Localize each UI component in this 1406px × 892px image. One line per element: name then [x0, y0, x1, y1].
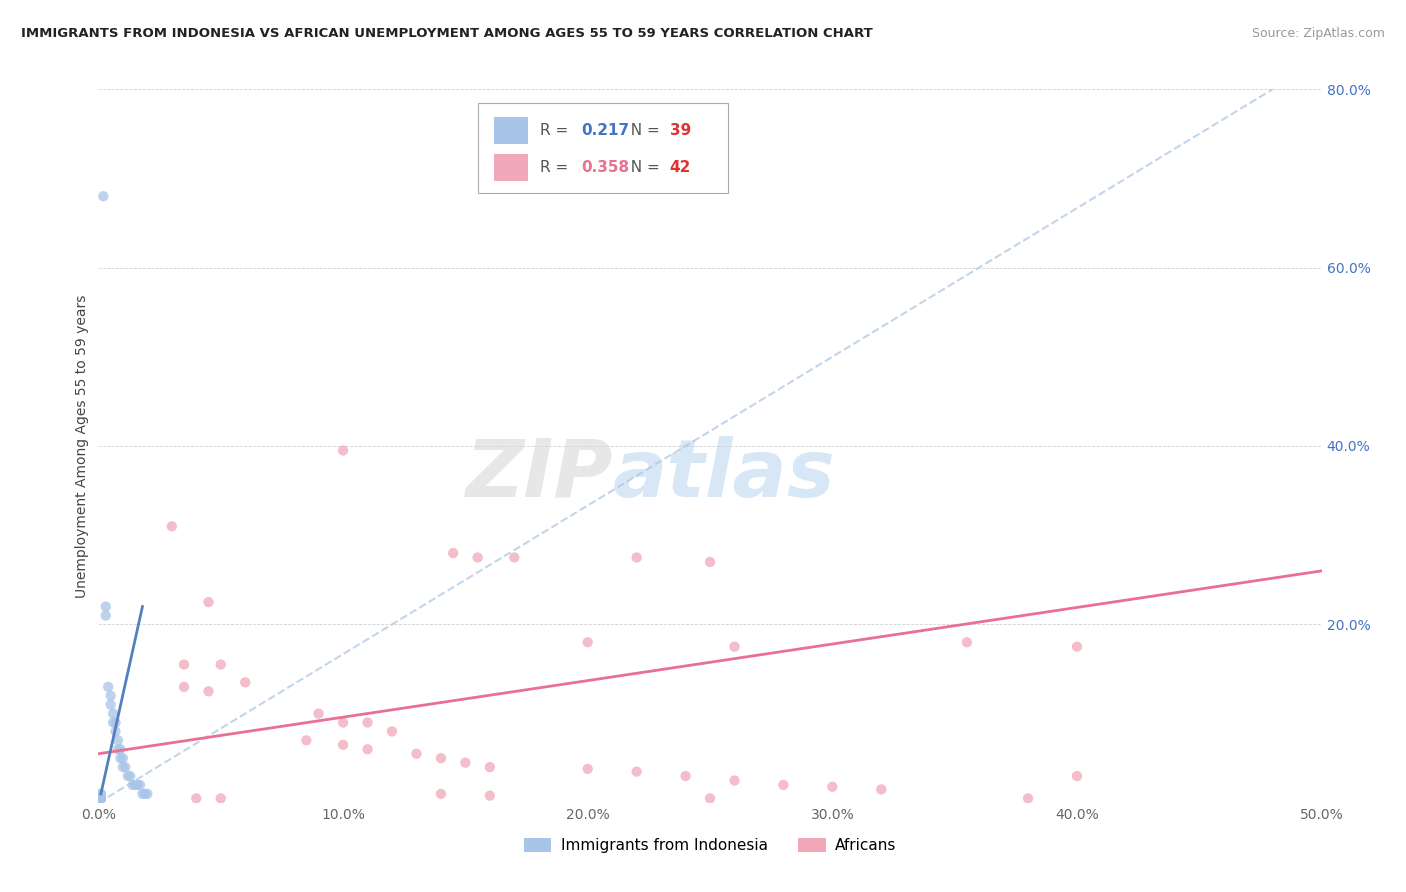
- Point: [576, 762, 599, 776]
- Point: [104, 715, 127, 730]
- Point: [90, 791, 112, 805]
- Point: [467, 550, 489, 565]
- Point: [699, 791, 721, 805]
- Point: [90, 791, 112, 805]
- Point: [90, 787, 112, 801]
- Text: 0.358: 0.358: [582, 161, 630, 175]
- Point: [332, 715, 354, 730]
- Point: [134, 787, 156, 801]
- Text: N =: N =: [620, 123, 665, 138]
- Point: [381, 724, 404, 739]
- Point: [430, 751, 453, 765]
- Point: [356, 742, 378, 756]
- Point: [503, 550, 526, 565]
- Point: [626, 764, 648, 779]
- Point: [723, 773, 745, 788]
- Point: [870, 782, 893, 797]
- Point: [90, 791, 112, 805]
- Point: [173, 657, 195, 672]
- Point: [131, 787, 153, 801]
- Point: [197, 684, 219, 698]
- Point: [100, 698, 122, 712]
- Point: [173, 680, 195, 694]
- Point: [626, 550, 648, 565]
- Y-axis label: Unemployment Among Ages 55 to 59 years: Unemployment Among Ages 55 to 59 years: [76, 294, 90, 598]
- Text: 42: 42: [669, 161, 690, 175]
- Point: [127, 778, 149, 792]
- Point: [772, 778, 794, 792]
- Point: [699, 555, 721, 569]
- Point: [90, 791, 112, 805]
- Point: [120, 769, 142, 783]
- Point: [90, 791, 112, 805]
- Text: R =: R =: [540, 123, 574, 138]
- Point: [430, 787, 453, 801]
- Point: [90, 791, 112, 805]
- Point: [114, 760, 136, 774]
- Point: [956, 635, 979, 649]
- Point: [478, 789, 501, 803]
- Point: [90, 791, 112, 805]
- Point: [104, 724, 127, 739]
- Point: [90, 787, 112, 801]
- Point: [332, 738, 354, 752]
- Point: [97, 680, 120, 694]
- Point: [821, 780, 844, 794]
- Point: [478, 760, 501, 774]
- Point: [111, 760, 134, 774]
- FancyBboxPatch shape: [494, 117, 527, 145]
- Point: [308, 706, 330, 721]
- Point: [209, 657, 232, 672]
- Text: N =: N =: [620, 161, 665, 175]
- Point: [1066, 640, 1088, 654]
- Point: [295, 733, 318, 747]
- Point: [136, 787, 159, 801]
- Point: [332, 443, 354, 458]
- Point: [124, 778, 146, 792]
- Point: [101, 706, 124, 721]
- Point: [90, 791, 112, 805]
- Point: [1066, 769, 1088, 783]
- Text: 0.217: 0.217: [582, 123, 630, 138]
- Point: [129, 778, 152, 792]
- Point: [1017, 791, 1039, 805]
- Point: [90, 791, 112, 805]
- Point: [160, 519, 183, 533]
- Text: IMMIGRANTS FROM INDONESIA VS AFRICAN UNEMPLOYMENT AMONG AGES 55 TO 59 YEARS CORR: IMMIGRANTS FROM INDONESIA VS AFRICAN UNE…: [21, 27, 873, 40]
- Point: [111, 751, 134, 765]
- FancyBboxPatch shape: [494, 154, 527, 181]
- Point: [117, 769, 139, 783]
- Point: [107, 733, 129, 747]
- Text: 39: 39: [669, 123, 690, 138]
- Point: [197, 595, 219, 609]
- Point: [723, 640, 745, 654]
- Text: ZIP: ZIP: [465, 435, 612, 514]
- Point: [107, 742, 129, 756]
- Point: [405, 747, 427, 761]
- Point: [90, 791, 112, 805]
- Point: [91, 189, 114, 203]
- Point: [121, 778, 143, 792]
- Point: [110, 751, 132, 765]
- Point: [94, 608, 117, 623]
- Point: [356, 715, 378, 730]
- Point: [94, 599, 117, 614]
- Point: [100, 689, 122, 703]
- Point: [186, 791, 208, 805]
- FancyBboxPatch shape: [478, 103, 728, 193]
- Point: [576, 635, 599, 649]
- Point: [675, 769, 697, 783]
- Point: [441, 546, 464, 560]
- Text: atlas: atlas: [612, 435, 835, 514]
- Text: R =: R =: [540, 161, 574, 175]
- Point: [101, 715, 124, 730]
- Point: [209, 791, 232, 805]
- Text: Source: ZipAtlas.com: Source: ZipAtlas.com: [1251, 27, 1385, 40]
- Legend: Immigrants from Indonesia, Africans: Immigrants from Indonesia, Africans: [517, 832, 903, 859]
- Point: [454, 756, 477, 770]
- Point: [233, 675, 256, 690]
- Point: [90, 791, 112, 805]
- Point: [110, 742, 132, 756]
